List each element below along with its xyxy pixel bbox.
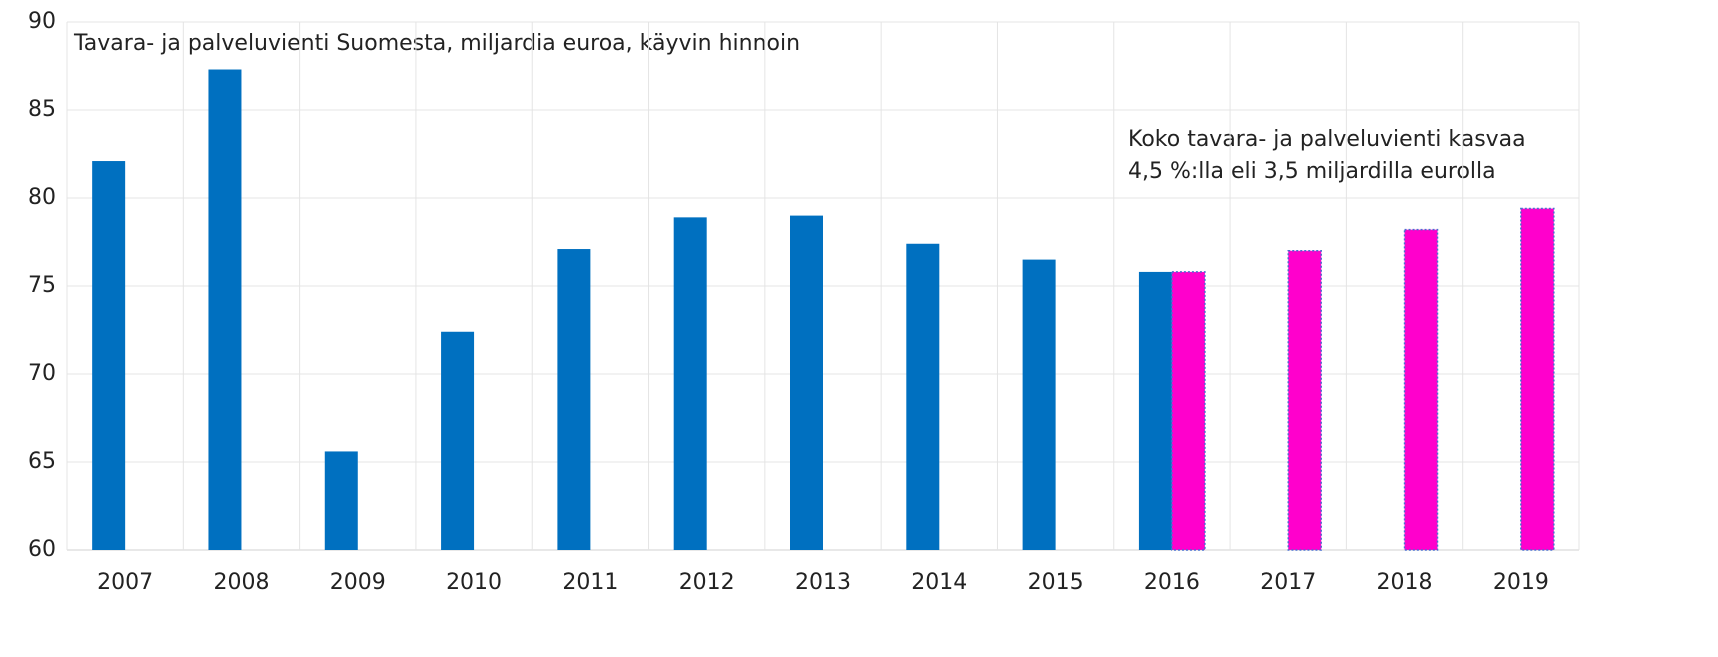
y-tick-label: 70 bbox=[28, 361, 56, 386]
forecast-bar bbox=[1520, 207, 1555, 551]
bar bbox=[92, 161, 126, 551]
x-tick-label: 2011 bbox=[562, 570, 618, 595]
x-tick-label: 2018 bbox=[1377, 570, 1433, 595]
bar bbox=[441, 331, 475, 550]
x-tick-label: 2015 bbox=[1028, 570, 1084, 595]
x-tick-label: 2014 bbox=[911, 570, 967, 595]
y-tick-label: 80 bbox=[28, 185, 56, 210]
y-tick-label: 65 bbox=[28, 449, 56, 474]
annotation: 4,5 %:lla eli 3,5 miljardilla eurolla bbox=[1128, 159, 1496, 184]
forecast-bar bbox=[1403, 228, 1439, 551]
y-tick-label: 90 bbox=[28, 9, 56, 34]
bar bbox=[790, 215, 823, 550]
bar bbox=[208, 69, 242, 551]
x-tick-label: 2008 bbox=[213, 570, 269, 595]
bar bbox=[324, 451, 358, 550]
bar bbox=[557, 249, 591, 551]
x-tick-label: 2017 bbox=[1260, 570, 1316, 595]
x-tick-label: 2019 bbox=[1493, 570, 1549, 595]
y-tick-label: 85 bbox=[28, 97, 56, 122]
forecast-bar bbox=[1171, 271, 1206, 551]
bar bbox=[673, 217, 707, 551]
x-tick-label: 2010 bbox=[446, 570, 502, 595]
x-tick-label: 2012 bbox=[679, 570, 735, 595]
annotation: Koko tavara- ja palveluvienti kasvaa bbox=[1128, 127, 1526, 152]
x-tick-label: 2016 bbox=[1144, 570, 1200, 595]
x-tick-label: 2009 bbox=[330, 570, 386, 595]
bar bbox=[1138, 271, 1172, 550]
y-tick-label: 75 bbox=[28, 273, 56, 298]
bar bbox=[1022, 259, 1056, 550]
x-tick-label: 2007 bbox=[97, 570, 153, 595]
x-tick-label: 2013 bbox=[795, 570, 851, 595]
forecast-bar bbox=[1287, 250, 1322, 551]
y-tick-label: 60 bbox=[28, 537, 56, 562]
chart-title: Tavara- ja palveluvienti Suomesta, milja… bbox=[73, 31, 800, 56]
bar bbox=[906, 243, 940, 550]
